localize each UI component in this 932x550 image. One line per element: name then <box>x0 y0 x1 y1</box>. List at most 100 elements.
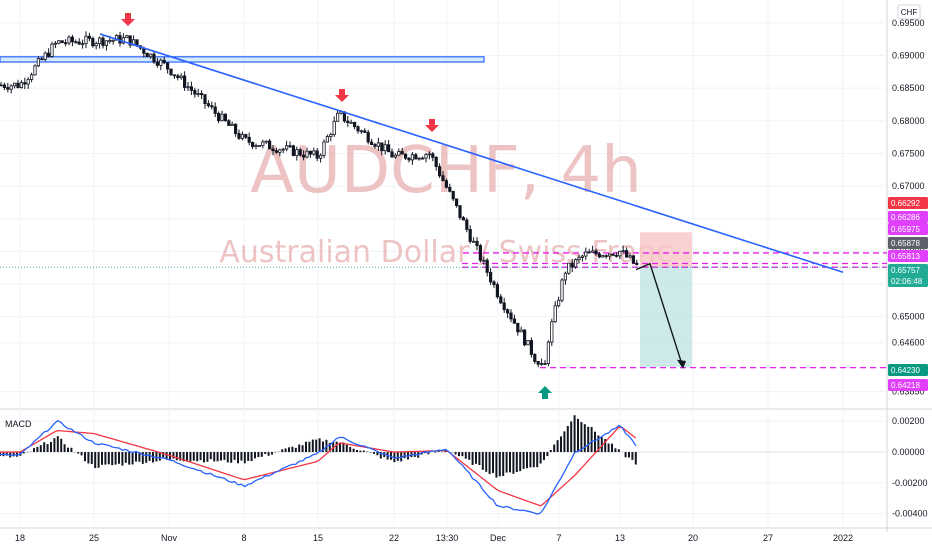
macd-tick-label: 0.00200 <box>892 416 925 426</box>
candle <box>152 53 156 63</box>
candle <box>488 271 493 283</box>
time-tick-label: 22 <box>389 533 399 543</box>
candle <box>223 113 227 122</box>
candle <box>108 40 112 42</box>
candle <box>148 53 153 58</box>
position-zones <box>0 56 692 367</box>
candle <box>594 250 598 255</box>
macd-histogram-bar <box>628 452 630 458</box>
macd-histogram-bar <box>345 444 348 453</box>
macd-histogram-bar <box>80 452 83 456</box>
candle <box>230 123 234 126</box>
macd-histogram-bar <box>186 452 188 462</box>
candle <box>111 39 115 42</box>
macd-histogram-bar <box>243 452 246 464</box>
candle <box>543 363 547 365</box>
candle <box>335 112 340 122</box>
candle <box>36 58 41 67</box>
price-label-box <box>888 275 928 287</box>
candle <box>461 217 466 221</box>
candle <box>625 250 629 258</box>
currency-badge[interactable]: CHF <box>897 4 921 20</box>
macd-histogram-bar <box>481 452 484 470</box>
candle <box>155 61 159 66</box>
candle <box>94 43 98 47</box>
candle <box>628 255 632 258</box>
price-label-box <box>888 223 928 235</box>
candle <box>128 35 132 46</box>
macd-histogram-bar <box>587 426 590 453</box>
candle <box>322 141 326 156</box>
candle <box>614 254 619 257</box>
candle <box>12 82 17 87</box>
macd-histogram-bar <box>182 452 185 462</box>
macd-signal-line <box>0 426 637 507</box>
macd-histogram-bar <box>498 452 501 477</box>
candle <box>6 87 10 90</box>
macd-histogram-bar <box>121 452 124 466</box>
candle <box>526 340 530 346</box>
candle <box>305 150 309 158</box>
candle <box>550 321 554 343</box>
candle <box>363 130 367 133</box>
price-tick-label: 0.67500 <box>892 148 925 158</box>
candle <box>162 59 166 64</box>
candle <box>454 198 459 207</box>
time-axis[interactable]: 18 25 Nov 8 15 22 13:30 Dec 7 13 20 27 2022 <box>15 533 853 543</box>
candle <box>267 140 272 150</box>
time-tick-label: 18 <box>15 533 25 543</box>
candle <box>53 42 58 45</box>
macd-histogram-bar <box>634 452 637 465</box>
candle <box>417 157 421 160</box>
candle <box>380 142 384 152</box>
candle <box>291 145 296 156</box>
macd-histogram-bar <box>135 452 137 462</box>
time-tick-label: Nov <box>161 533 178 543</box>
candle <box>182 75 187 88</box>
candle <box>203 94 207 105</box>
candle <box>587 251 591 254</box>
macd-histogram-bar <box>383 452 386 458</box>
candle <box>220 113 224 122</box>
candle <box>0 84 3 87</box>
candle <box>471 240 476 243</box>
macd-histogram-bar <box>196 452 199 462</box>
bottom-marker-arrow <box>538 386 552 399</box>
currency-badge-box <box>897 4 921 20</box>
macd-histogram-bar <box>611 443 613 453</box>
price-label-box <box>888 364 928 376</box>
macd-histogram-bar <box>617 449 620 453</box>
macd-histogram-bar <box>226 452 229 463</box>
macd-histogram-bar <box>560 436 562 453</box>
macd-histogram-bar <box>192 452 195 461</box>
macd-histogram-bar <box>614 448 617 453</box>
macd-histogram-bar <box>396 452 399 461</box>
candle <box>165 62 170 70</box>
candle <box>172 74 176 77</box>
candle <box>295 149 299 156</box>
macd-histogram-bar <box>376 452 379 456</box>
candle <box>284 145 289 150</box>
macd-histogram-bar <box>526 452 528 469</box>
candle <box>332 120 336 135</box>
macd-histogram-bar <box>359 450 362 453</box>
macd-histogram-bar <box>77 452 80 454</box>
candle <box>373 144 377 147</box>
candle <box>400 151 404 155</box>
macd-histogram-bar <box>36 446 39 453</box>
macd-tick-label: 0.00000 <box>892 447 925 457</box>
currency-label: CHF <box>901 8 918 17</box>
watermark-title: AUDCHF, 4h <box>250 134 642 208</box>
macd-histogram-bar <box>101 452 103 465</box>
macd-histogram-bar <box>318 438 321 453</box>
macd-title: MACD <box>5 419 32 429</box>
macd-histogram-bar <box>400 452 403 462</box>
candle <box>216 112 221 122</box>
horizontal-levels <box>0 252 887 369</box>
candle <box>427 153 432 156</box>
macd-histogram-bar <box>288 447 290 453</box>
time-tick-label: 2022 <box>833 533 853 543</box>
macd-histogram-bar <box>148 452 151 461</box>
macd-histogram-bar <box>604 439 607 453</box>
